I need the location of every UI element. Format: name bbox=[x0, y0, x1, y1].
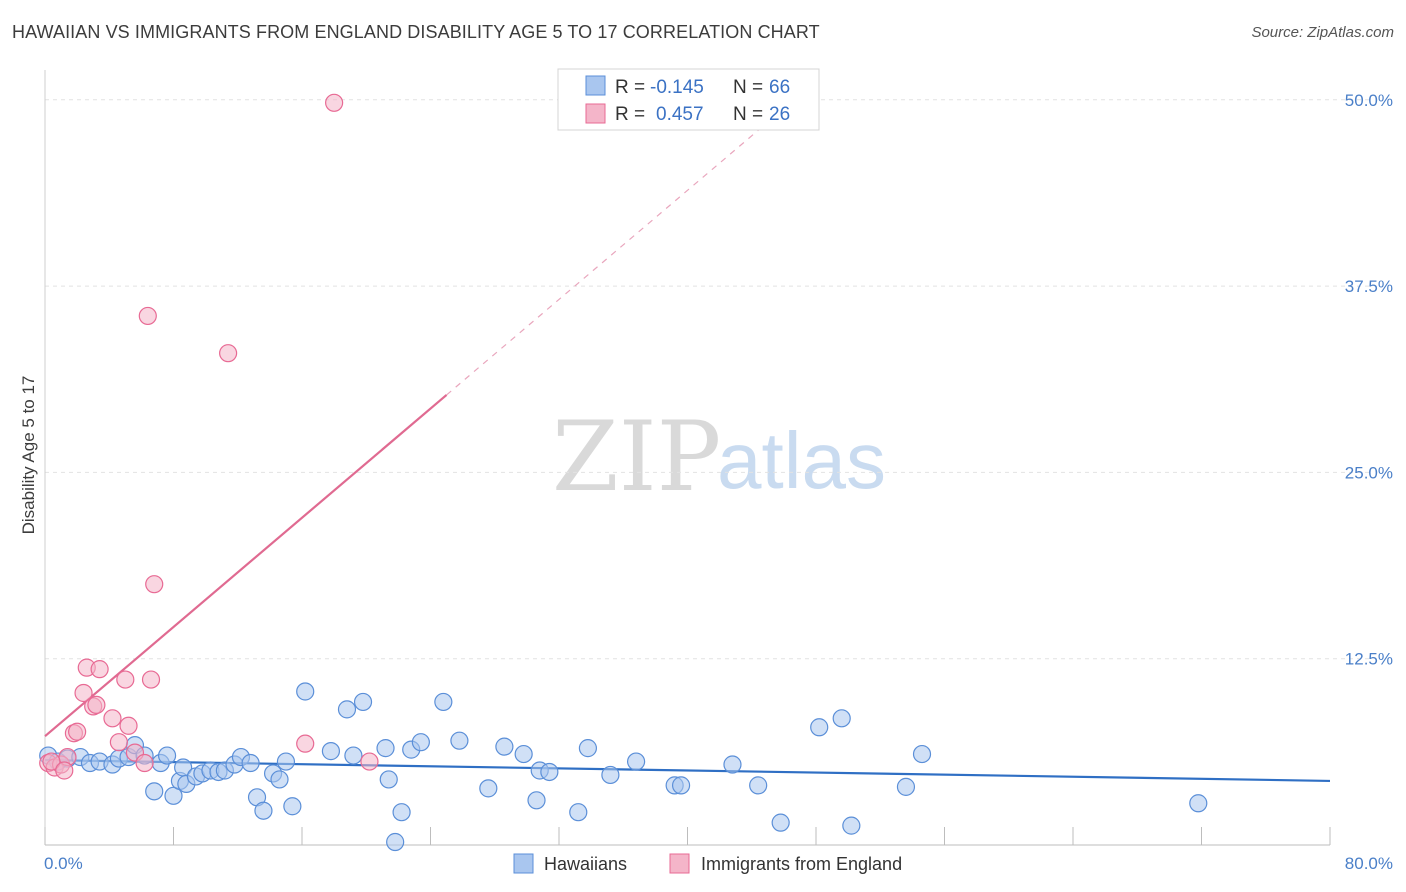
bottom-legend-swatch-hawaiians bbox=[513, 853, 534, 874]
gridlines bbox=[45, 99, 1370, 660]
x-tick-label-1: 80.0% bbox=[1345, 854, 1393, 873]
legend-swatch-england bbox=[585, 103, 606, 124]
point-england-18 bbox=[145, 575, 164, 594]
point-hawaiians-63 bbox=[912, 744, 932, 764]
x-tick-label-0: 0.0% bbox=[44, 854, 83, 873]
point-england-17 bbox=[138, 306, 157, 326]
point-hawaiians-29 bbox=[270, 770, 289, 789]
point-england-5 bbox=[68, 722, 87, 741]
point-england-24 bbox=[42, 752, 61, 771]
point-england-23 bbox=[325, 93, 344, 112]
legend-swatch-hawaiians bbox=[585, 75, 606, 96]
point-hawaiians-57 bbox=[749, 776, 768, 795]
point-hawaiians-36 bbox=[353, 692, 373, 712]
point-hawaiians-46 bbox=[514, 744, 533, 764]
chart-title: HAWAIIAN VS IMMIGRANTS FROM ENGLAND DISA… bbox=[12, 22, 820, 42]
legend-r-value-2: 0.457 bbox=[656, 104, 704, 125]
point-hawaiians-44 bbox=[479, 779, 498, 798]
y-tick-label-3: 50.0% bbox=[1345, 91, 1393, 110]
point-hawaiians-37 bbox=[379, 770, 398, 789]
source-credit: Source: ZipAtlas.com bbox=[1251, 24, 1394, 41]
point-hawaiians-25 bbox=[241, 753, 260, 773]
point-hawaiians-30 bbox=[283, 797, 302, 816]
point-england-22 bbox=[360, 752, 379, 771]
point-hawaiians-38 bbox=[376, 739, 395, 758]
point-hawaiians-31 bbox=[276, 752, 296, 771]
point-england-21 bbox=[296, 734, 315, 753]
y-axis-label: Disability Age 5 to 17 bbox=[19, 376, 38, 535]
point-hawaiians-32 bbox=[296, 682, 315, 701]
point-england-20 bbox=[219, 344, 238, 363]
point-hawaiians-42 bbox=[434, 692, 453, 712]
point-england-15 bbox=[135, 753, 154, 773]
point-hawaiians-11 bbox=[145, 782, 164, 801]
y-tick-label-2: 37.5% bbox=[1345, 277, 1393, 296]
point-hawaiians-13 bbox=[157, 746, 177, 765]
point-england-9 bbox=[87, 695, 106, 715]
point-hawaiians-61 bbox=[842, 816, 861, 835]
point-england-6 bbox=[74, 683, 93, 703]
bottom-legend-swatch-england bbox=[669, 853, 690, 874]
point-hawaiians-59 bbox=[810, 718, 829, 737]
point-hawaiians-34 bbox=[337, 700, 357, 719]
point-hawaiians-65 bbox=[386, 832, 405, 852]
legend-n-value-2: 26 bbox=[769, 104, 790, 125]
trend-line-england-extension bbox=[446, 121, 769, 396]
bottom-legend-england: Immigrants from England bbox=[701, 854, 902, 874]
point-hawaiians-52 bbox=[601, 765, 620, 785]
point-england-16 bbox=[141, 670, 161, 689]
legend-r-label-1: R = bbox=[615, 77, 645, 98]
y-tick-label-1: 25.0% bbox=[1345, 463, 1393, 482]
point-hawaiians-35 bbox=[344, 746, 363, 765]
point-hawaiians-33 bbox=[321, 742, 341, 761]
point-hawaiians-62 bbox=[896, 777, 916, 796]
tick-labels: 12.5% 25.0% 37.5% 50.0% 0.0% 80.0% bbox=[44, 91, 1393, 873]
legend-n-value-1: 66 bbox=[769, 77, 790, 98]
data-points bbox=[39, 93, 1208, 852]
point-england-19 bbox=[109, 733, 128, 752]
point-hawaiians-47 bbox=[527, 791, 546, 810]
bottom-legend-hawaiians: Hawaiians bbox=[544, 854, 627, 874]
point-hawaiians-49 bbox=[540, 762, 559, 782]
axes bbox=[44, 70, 1331, 846]
point-hawaiians-45 bbox=[495, 737, 514, 756]
point-england-12 bbox=[116, 670, 135, 689]
point-hawaiians-51 bbox=[578, 739, 598, 758]
point-england-13 bbox=[119, 716, 138, 735]
point-hawaiians-53 bbox=[626, 752, 646, 771]
point-hawaiians-43 bbox=[450, 731, 469, 750]
point-england-25 bbox=[55, 761, 74, 780]
watermark-atlas: atlas bbox=[717, 416, 886, 505]
point-hawaiians-27 bbox=[254, 801, 273, 820]
point-hawaiians-39 bbox=[392, 803, 411, 822]
legend-r-value-1: -0.145 bbox=[650, 77, 704, 98]
point-hawaiians-55 bbox=[671, 776, 691, 795]
legend-n-label-1: N = bbox=[733, 77, 763, 98]
series-legend: Hawaiians Immigrants from England bbox=[513, 853, 902, 874]
trend-line-england bbox=[44, 394, 448, 738]
point-hawaiians-41 bbox=[411, 733, 430, 752]
stats-legend: R = -0.145 N = 66 R = 0.457 N = 26 bbox=[557, 68, 820, 131]
point-england-10 bbox=[90, 660, 109, 679]
legend-r-label-2: R = bbox=[615, 104, 645, 125]
y-tick-label-0: 12.5% bbox=[1345, 650, 1393, 669]
point-hawaiians-64 bbox=[1189, 794, 1208, 813]
watermark-zip: ZIP bbox=[552, 401, 721, 513]
point-hawaiians-50 bbox=[569, 803, 588, 822]
point-england-11 bbox=[103, 709, 122, 728]
point-hawaiians-60 bbox=[832, 709, 851, 728]
point-hawaiians-58 bbox=[771, 813, 790, 832]
point-hawaiians-56 bbox=[723, 755, 742, 774]
legend-n-label-2: N = bbox=[733, 104, 763, 125]
